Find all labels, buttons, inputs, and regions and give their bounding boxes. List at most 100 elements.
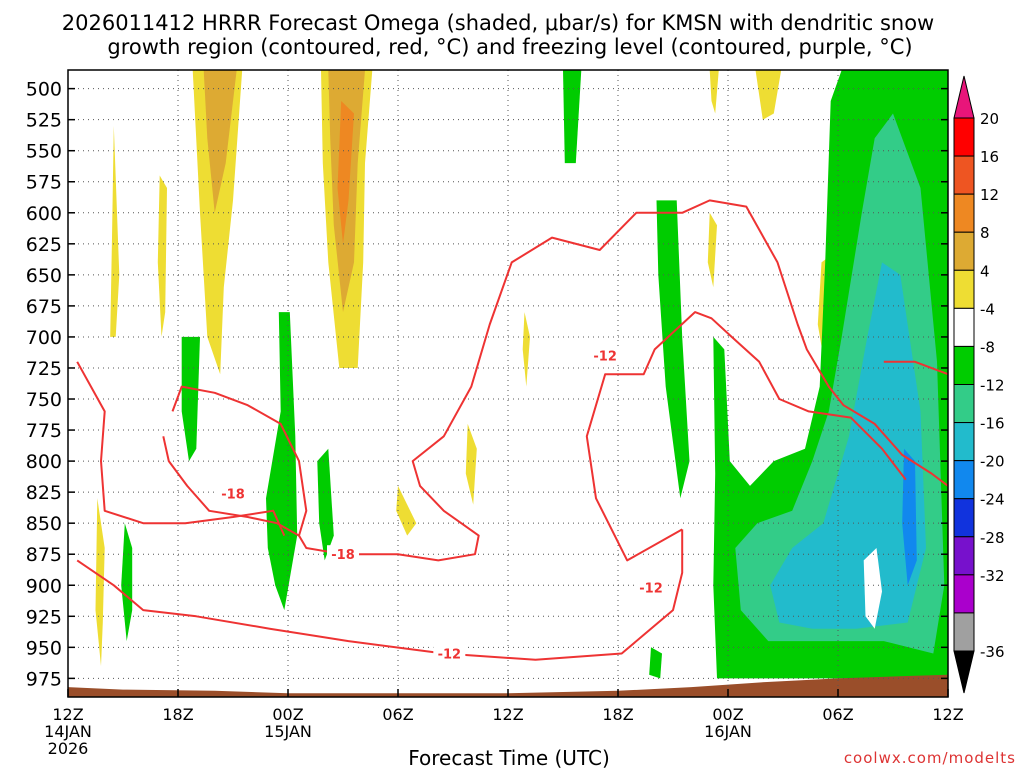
colorbar-label-7: -12 xyxy=(980,377,1005,395)
colorbar-label-13: -36 xyxy=(980,643,1005,661)
isotherm-n12-outer xyxy=(76,529,684,661)
colorbar-label-11: -28 xyxy=(980,529,1005,547)
omega-pos8-a xyxy=(203,70,237,213)
omega-hole xyxy=(863,548,882,629)
y-tick-label-600: 600 xyxy=(26,203,62,225)
x-tick-label-42: 06Z xyxy=(822,705,853,724)
isotherm-label-0: -18 xyxy=(221,487,245,502)
omega-neg16-h xyxy=(902,448,917,586)
x-tick-label-24: 12Z xyxy=(492,705,523,724)
omega-pos4-d xyxy=(157,175,167,337)
colorbar: 20 16 12 8 4 -4 -8 -12 -16 -20 -24 -28 -32 -36 xyxy=(953,75,1005,694)
y-tick-label-650: 650 xyxy=(26,265,62,287)
y-tick-label-900: 900 xyxy=(26,575,62,597)
y-tick-label-525: 525 xyxy=(26,110,62,132)
y-tick-label-750: 750 xyxy=(26,389,62,411)
colorbar-segment-5 xyxy=(953,307,975,347)
colorbar-label-2: 12 xyxy=(980,186,999,204)
colorbar-label-1: 16 xyxy=(980,148,999,166)
omega-pos4-h xyxy=(522,312,530,387)
colorbar-segment-9 xyxy=(953,460,975,500)
y-tick-label-850: 850 xyxy=(26,513,62,535)
colorbar-top-arrow xyxy=(953,75,975,119)
x-tick-label-48: 12Z xyxy=(932,705,963,724)
isotherm-label-bg-0 xyxy=(217,484,249,502)
colorbar-label-6: -8 xyxy=(980,338,995,356)
omega-pos4-e xyxy=(95,498,105,666)
omega-pos4-j xyxy=(755,70,782,120)
isotherm-label-layer: -18 -12 -18 -12 -12 xyxy=(217,346,667,663)
x-year-label-0: 2026 xyxy=(48,739,89,758)
omega-neg4-c xyxy=(317,448,334,561)
colorbar-segment-6 xyxy=(953,345,975,385)
isotherm-label-4: -12 xyxy=(438,648,462,663)
y-tick-label-700: 700 xyxy=(26,327,62,349)
colorbar-label-12: -32 xyxy=(980,567,1005,585)
x-tick-label-30: 18Z xyxy=(602,705,633,724)
x-axis-label: Forecast Time (UTC) xyxy=(408,746,610,768)
omega-neg4-b xyxy=(266,312,298,611)
colorbar-segment-7 xyxy=(953,384,975,424)
isotherm-n18-low xyxy=(76,361,286,537)
colorbar-label-10: -24 xyxy=(980,491,1005,509)
colorbar-label-5: -4 xyxy=(980,300,995,318)
colorbar-segment-10 xyxy=(953,498,975,538)
omega-neg4-g xyxy=(649,647,662,679)
x-date-label-12: 15JAN xyxy=(264,722,312,741)
x-tick-label-0: 12Z xyxy=(52,705,83,724)
colorbar-segment-12 xyxy=(953,574,975,614)
x-tick-label-12: 00Z xyxy=(272,705,303,724)
omega-pos4-g xyxy=(465,423,477,505)
chart-title-line1: 2026011412 HRRR Forecast Omega (shaded, … xyxy=(62,11,934,35)
colorbar-label-4: 4 xyxy=(980,262,990,280)
colorbar-segment-1 xyxy=(953,155,975,195)
y-tick-label-625: 625 xyxy=(26,234,62,256)
y-tick-label-950: 950 xyxy=(26,637,62,659)
y-tick-label-975: 975 xyxy=(26,668,62,690)
colorbar-segment-0 xyxy=(953,117,975,157)
y-tick-label-925: 925 xyxy=(26,606,62,628)
x-tick-label-6: 18Z xyxy=(162,705,193,724)
watermark: coolwx.com/modelts xyxy=(844,749,1016,767)
omega-pos4-l xyxy=(707,212,717,288)
omega-neg4-d xyxy=(121,523,133,642)
y-tick-label-875: 875 xyxy=(26,544,62,566)
y-tick-label-800: 800 xyxy=(26,451,62,473)
contour-layer xyxy=(76,199,948,661)
isotherm-label-3: -18 xyxy=(331,548,355,563)
omega-pos4-c xyxy=(110,125,120,337)
omega-neg4-a xyxy=(181,336,200,462)
isotherm-label-bg-3 xyxy=(327,545,359,563)
isotherm-label-bg-4 xyxy=(433,644,466,662)
y-tick-label-500: 500 xyxy=(26,79,62,101)
colorbar-segment-11 xyxy=(953,536,975,576)
colorbar-label-9: -20 xyxy=(980,453,1005,471)
colorbar-label-8: -16 xyxy=(980,415,1005,433)
isotherm-n12-right xyxy=(883,360,948,376)
y-tick-label-675: 675 xyxy=(26,296,62,318)
omega-pos4-a xyxy=(192,70,243,375)
omega-pos12-b xyxy=(337,101,354,244)
isotherm-n18-big xyxy=(298,199,948,562)
y-tick-label-775: 775 xyxy=(26,420,62,442)
colorbar-segment-3 xyxy=(953,231,975,271)
omega-neg4-e xyxy=(563,70,582,164)
omega-neg12-h xyxy=(770,262,926,629)
isotherm-label-bg-1 xyxy=(589,346,622,364)
y-tick-label-825: 825 xyxy=(26,482,62,504)
x-tick-label-18: 06Z xyxy=(382,705,413,724)
x-tick-label-36: 00Z xyxy=(712,705,743,724)
colorbar-segment-4 xyxy=(953,269,975,309)
y-tick-label-550: 550 xyxy=(26,141,62,163)
colorbar-bottom-arrow xyxy=(953,650,975,694)
shaded-layer xyxy=(95,70,948,679)
colorbar-segment-13 xyxy=(953,612,975,652)
isotherm-label-5: -12 xyxy=(639,582,663,597)
x-date-label-0: 14JAN xyxy=(44,722,92,741)
isotherm-n12-inner xyxy=(585,311,907,562)
y-tick-label-725: 725 xyxy=(26,358,62,380)
isotherm-label-bg-5 xyxy=(635,578,667,596)
x-date-label-36: 16JAN xyxy=(704,722,752,741)
